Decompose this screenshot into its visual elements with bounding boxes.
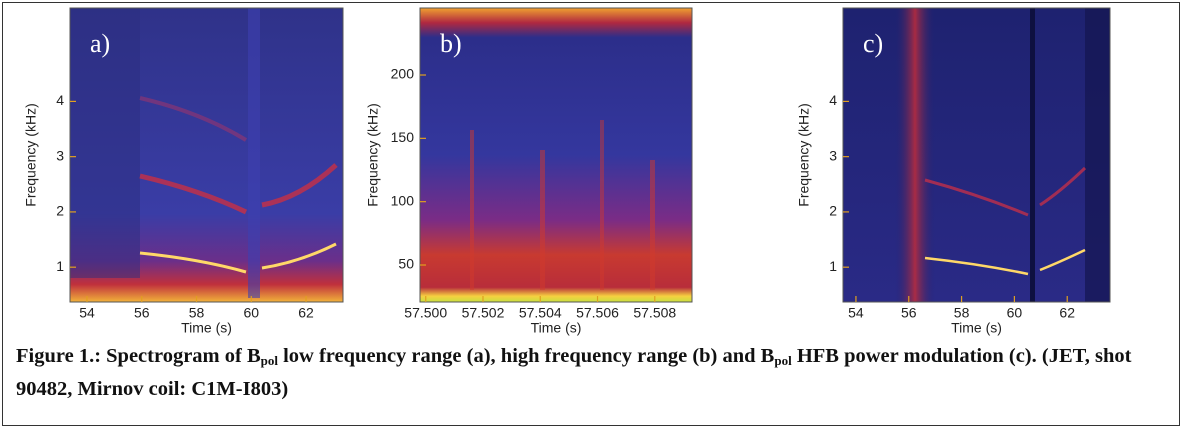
x-tick-label: 57.506 (576, 305, 619, 321)
spectrogram-a-image (70, 8, 343, 302)
y-axis-label: Frequency (kHz) (796, 103, 812, 206)
y-tick-label: 4 (56, 92, 64, 108)
y-tick-label: 3 (829, 147, 837, 163)
x-tick-label: 57.502 (462, 305, 505, 321)
x-tick-label: 60 (243, 305, 259, 321)
y-tick-label: 1 (56, 258, 64, 274)
y-tick-label: 200 (391, 66, 415, 82)
x-tick-label: 60 (1007, 305, 1023, 321)
spectrogram-c-image (843, 8, 1110, 302)
x-axis-label: Time (s) (531, 320, 582, 336)
panel-label: c) (863, 29, 883, 58)
caption-subscript: pol (260, 353, 278, 368)
y-tick-label: 2 (829, 203, 837, 219)
x-tick-label: 56 (901, 305, 917, 321)
figure-caption: Figure 1.: Spectrogram of Bpol low frequ… (16, 342, 1166, 403)
y-tick-label: 1 (829, 258, 837, 274)
x-tick-label: 62 (298, 305, 314, 321)
y-tick-label: 150 (391, 129, 415, 145)
x-tick-label: 57.508 (633, 305, 676, 321)
x-axis-label: Time (s) (951, 320, 1002, 336)
plot-frame (842, 7, 1111, 303)
caption-text: Figure 1.: Spectrogram of B (16, 345, 261, 367)
x-tick-label: 58 (954, 305, 970, 321)
caption-text: low frequency range (a), high frequency … (277, 345, 775, 367)
caption-text: HFB power modulation (c). (JET, shot 904… (16, 345, 1132, 400)
y-tick-label: 4 (829, 92, 837, 108)
x-tick-label: 54 (79, 305, 95, 321)
figure: 54 56 58 60 62 1 2 3 4 Time (s) Frequency (kHz) a) 5… (23, 7, 1111, 336)
x-tick-label: 57.500 (404, 305, 447, 321)
x-axis-label: Time (s) (181, 320, 232, 336)
y-axis-label: Frequency (kHz) (23, 103, 39, 206)
x-tick-label: 62 (1059, 305, 1075, 321)
y-tick-label: 50 (398, 256, 414, 272)
y-axis-label: Frequency (kHz) (365, 103, 381, 206)
spectrogram-b-image (420, 8, 692, 302)
panel-label: a) (90, 29, 110, 58)
caption-subscript: pol (774, 353, 792, 368)
plot-frame (69, 7, 344, 303)
y-tick-label: 100 (391, 192, 415, 208)
plot-frame (419, 7, 693, 303)
y-tick-label: 2 (56, 203, 64, 219)
y-tick-label: 3 (56, 147, 64, 163)
x-tick-label: 54 (848, 305, 864, 321)
panel-label: b) (440, 29, 462, 58)
x-tick-label: 57.504 (519, 305, 562, 321)
x-tick-label: 56 (134, 305, 150, 321)
x-tick-label: 58 (189, 305, 205, 321)
